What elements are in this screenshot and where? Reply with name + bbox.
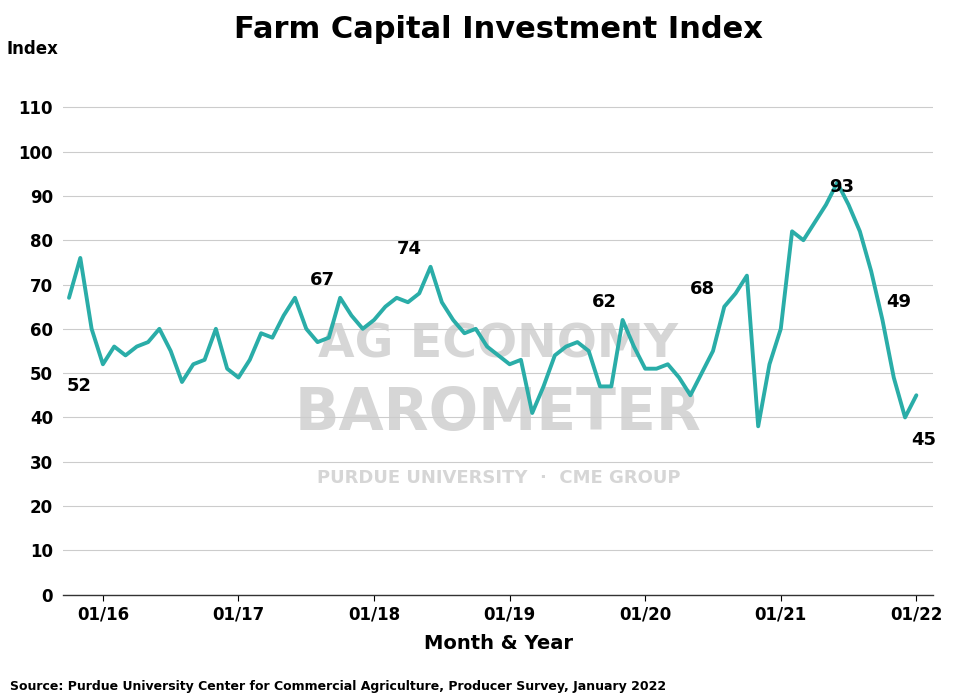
Title: Farm Capital Investment Index: Farm Capital Investment Index	[234, 15, 763, 44]
Text: 93: 93	[829, 178, 854, 196]
X-axis label: Month & Year: Month & Year	[423, 634, 573, 653]
Text: Source: Purdue University Center for Commercial Agriculture, Producer Survey, Ja: Source: Purdue University Center for Com…	[10, 679, 665, 693]
Text: 67: 67	[309, 271, 334, 289]
Text: 62: 62	[592, 293, 617, 311]
Text: 68: 68	[690, 280, 715, 298]
Text: AG ECONOMY: AG ECONOMY	[319, 322, 679, 367]
Text: Index: Index	[7, 40, 59, 58]
Text: PURDUE UNIVERSITY  ·  CME GROUP: PURDUE UNIVERSITY · CME GROUP	[317, 468, 680, 487]
Text: BAROMETER: BAROMETER	[295, 386, 702, 443]
Text: 45: 45	[911, 431, 936, 449]
Text: 49: 49	[886, 293, 911, 311]
Text: 52: 52	[66, 377, 91, 395]
Text: 74: 74	[396, 240, 421, 258]
